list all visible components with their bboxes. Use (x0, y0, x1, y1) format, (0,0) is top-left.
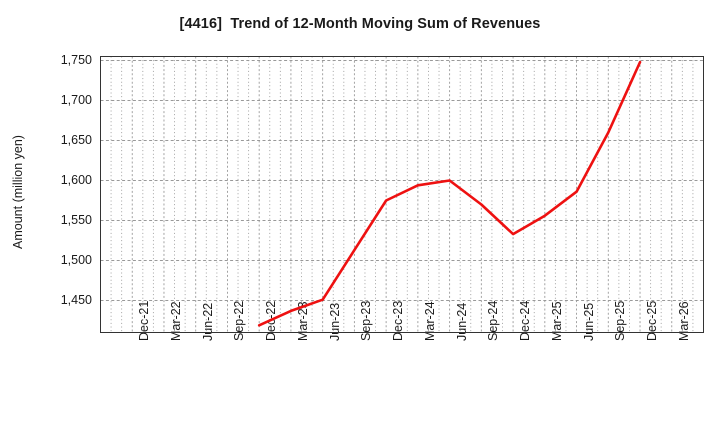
y-axis-tick-label: 1,550 (60, 212, 92, 227)
vertical-gridlines (110, 56, 694, 333)
chart-title: [4416] Trend of 12-Month Moving Sum of R… (179, 16, 541, 32)
horizontal-gridlines (100, 60, 704, 301)
revenue-line-series (257, 60, 642, 327)
y-axis-tick-label: 1,650 (60, 132, 92, 147)
y-axis-tick-label: 1,600 (60, 172, 92, 187)
y-axis-tick-label: 1,450 (60, 292, 92, 307)
y-axis-tick-label: 1,500 (60, 252, 92, 267)
plot-frame (100, 56, 704, 333)
y-axis-tick-label: 1,750 (60, 52, 92, 67)
y-axis-tick-label: 1,700 (60, 92, 92, 107)
y-axis-tick-labels: 1,450 1,500 1,550 1,600 1,650 1,700 1,750 (44, 0, 92, 440)
